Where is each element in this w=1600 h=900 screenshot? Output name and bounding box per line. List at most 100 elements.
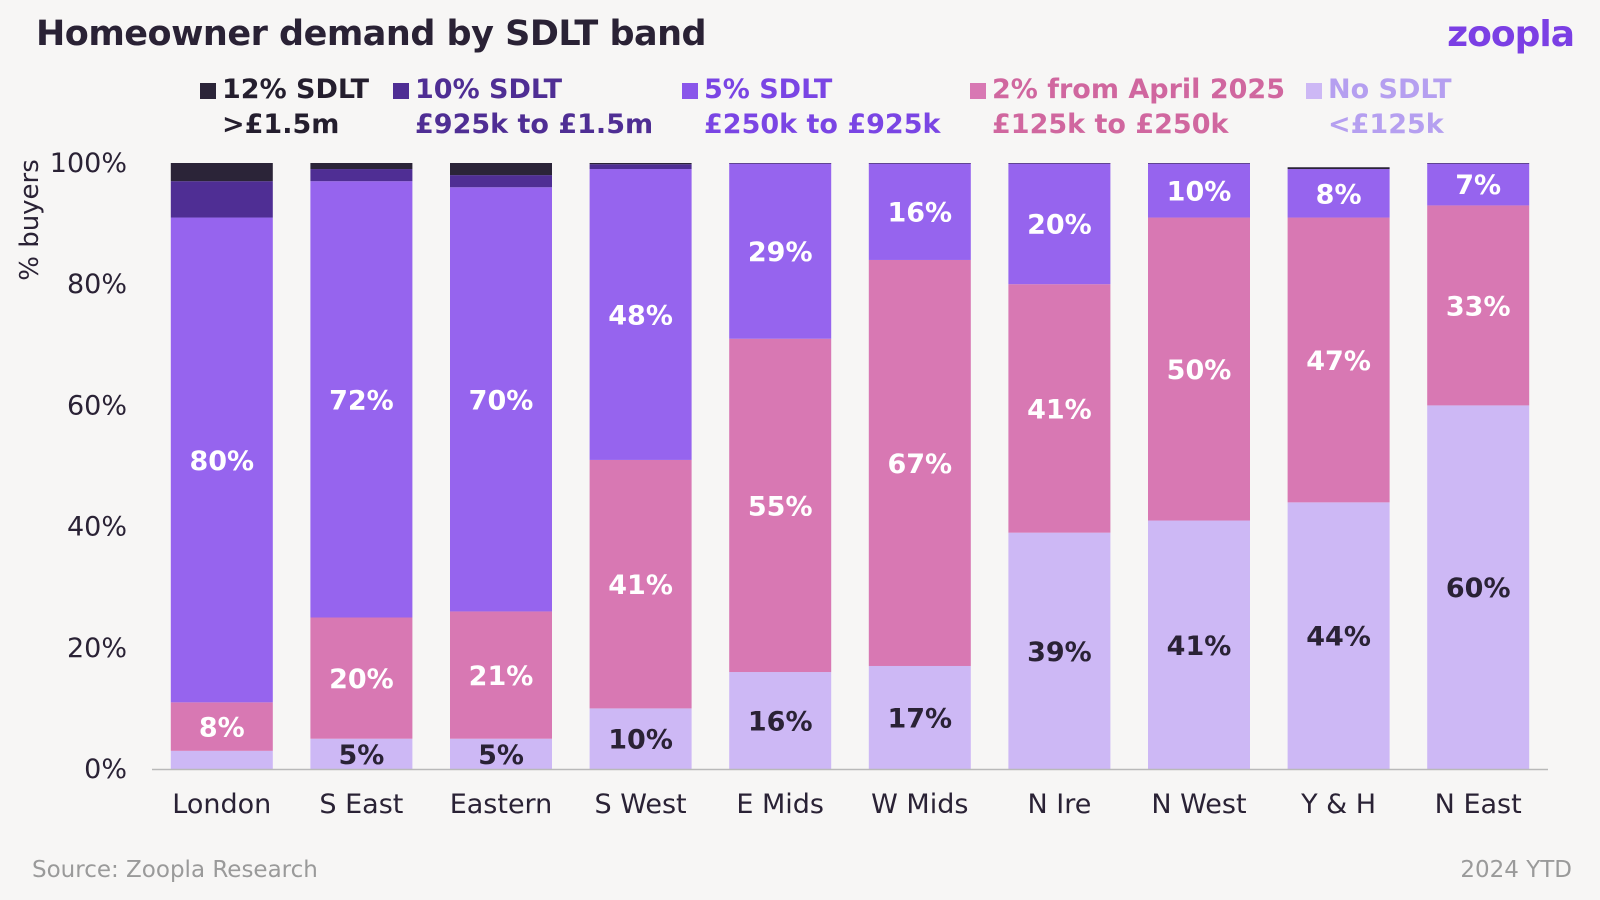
bar-segment-b10	[310, 169, 413, 182]
legend-swatch	[200, 83, 216, 99]
data-label: 48%	[608, 301, 673, 332]
x-tick-label: S West	[595, 789, 687, 820]
x-tick-label: E Mids	[736, 789, 824, 820]
y-tick-label: 20%	[67, 633, 127, 664]
bar-segment-b10	[170, 181, 273, 218]
x-tick-label: Y & H	[1300, 789, 1376, 820]
data-label: 20%	[1027, 210, 1092, 241]
data-label: 41%	[608, 570, 673, 601]
legend-item-no-sdlt: No SDLT <£125k	[1306, 72, 1452, 142]
legend-label-line1: No SDLT	[1328, 74, 1452, 105]
bar-segment-none	[589, 708, 692, 769]
data-label: 29%	[748, 237, 813, 268]
bar-segment-b12	[170, 163, 273, 182]
bar-segment-b2	[450, 611, 552, 739]
y-tick-label: 40%	[67, 512, 127, 543]
data-label: 41%	[1167, 631, 1232, 662]
legend-swatch	[970, 83, 986, 99]
legend-item-10pct: 10% SDLT £925k to £1.5m	[393, 72, 653, 142]
data-label: 5%	[338, 740, 384, 771]
bar-segment-b12	[1008, 163, 1111, 164]
source-note: Source: Zoopla Research	[32, 857, 318, 883]
x-tick-label: N Ire	[1027, 789, 1091, 820]
bar-segment-none	[729, 672, 832, 769]
data-label: 21%	[469, 661, 534, 692]
bar-segment-b12	[450, 163, 552, 176]
y-axis-title: % buyers	[15, 159, 45, 281]
data-label: 60%	[1446, 573, 1511, 604]
x-tick-label: London	[172, 789, 271, 820]
x-tick-label: S East	[319, 789, 403, 820]
bar-segment-b2	[589, 459, 692, 709]
legend-swatch	[393, 83, 409, 99]
bar-segment-b12	[1427, 163, 1530, 164]
x-tick-label: W Mids	[871, 789, 968, 820]
legend-label-line1: 10% SDLT	[415, 74, 563, 105]
data-label: 80%	[189, 446, 254, 477]
legend-item-2pct: 2% from April 2025 £125k to £250k	[970, 72, 1285, 142]
data-label: 50%	[1167, 355, 1232, 386]
bar-segment-b12	[1148, 163, 1250, 164]
bar-segment-b12	[868, 163, 971, 164]
bar-segment-b5	[729, 163, 832, 339]
legend-swatch	[682, 83, 698, 99]
chart-title: Homeowner demand by SDLT band	[36, 14, 707, 54]
bar-segment-b5	[1148, 163, 1250, 218]
data-label: 8%	[199, 713, 245, 744]
bar-segment-none	[1287, 502, 1390, 769]
data-label: 33%	[1446, 291, 1511, 322]
bar-segment-b2	[1427, 205, 1530, 406]
data-label: 44%	[1306, 622, 1371, 653]
data-label: 8%	[1316, 179, 1362, 210]
legend-label-line2: >£1.5m	[222, 109, 340, 140]
data-label: 10%	[1167, 176, 1232, 207]
data-label: 10%	[608, 725, 673, 756]
data-label: 5%	[478, 740, 524, 771]
zoopla-logo: zoopla	[1447, 14, 1575, 55]
bar-segment-b12	[310, 163, 413, 170]
data-label: 47%	[1306, 346, 1371, 377]
bar-segment-b2	[868, 259, 971, 666]
x-tick-label: N West	[1151, 789, 1246, 820]
y-tick-label: 100%	[50, 148, 127, 179]
legend-label-line1: 5% SDLT	[704, 74, 833, 105]
bar-segment-b5	[1287, 169, 1390, 218]
bar-segment-b5	[450, 187, 552, 612]
data-label: 39%	[1027, 637, 1092, 668]
bar-segment-b2	[1148, 217, 1250, 521]
legend-label-line2: <£125k	[1328, 109, 1444, 140]
bar-segment-b5	[1427, 163, 1530, 206]
bar-segment-b12	[729, 163, 832, 164]
bar-segment-b5	[589, 169, 692, 460]
data-label: 67%	[887, 449, 952, 480]
legend-label-line1: 2% from April 2025	[992, 74, 1285, 105]
legend-label-line2: £250k to £925k	[704, 109, 941, 140]
bar-segment-none	[1427, 405, 1530, 769]
legend-swatch	[1306, 83, 1322, 99]
bar-segment-b5	[170, 217, 273, 703]
bar-segment-b2	[1287, 217, 1390, 503]
data-label: 7%	[1455, 170, 1501, 201]
bar-segment-b5	[310, 181, 413, 618]
y-tick-label: 60%	[67, 390, 127, 421]
data-label: 70%	[469, 385, 534, 416]
legend-label-line2: £925k to £1.5m	[415, 109, 654, 140]
y-tick-label: 0%	[84, 754, 127, 785]
bar-segment-b2	[310, 617, 413, 739]
bar-segment-none	[450, 738, 552, 769]
y-tick-label: 80%	[67, 269, 127, 300]
data-label: 16%	[887, 197, 952, 228]
data-label: 20%	[329, 664, 394, 695]
period-note: 2024 YTD	[1460, 857, 1572, 883]
bar-segment-none	[310, 738, 413, 769]
data-label: 16%	[748, 707, 813, 738]
bar-segment-b12	[589, 163, 692, 165]
x-tick-label: Eastern	[450, 789, 553, 820]
data-label: 72%	[329, 385, 394, 416]
bar-segment-b5	[868, 163, 971, 260]
bar-segment-none	[868, 665, 971, 769]
bar-segment-none	[1008, 532, 1111, 769]
legend-label-line1: 12% SDLT	[222, 74, 370, 105]
bar-segment-b10	[450, 175, 552, 188]
